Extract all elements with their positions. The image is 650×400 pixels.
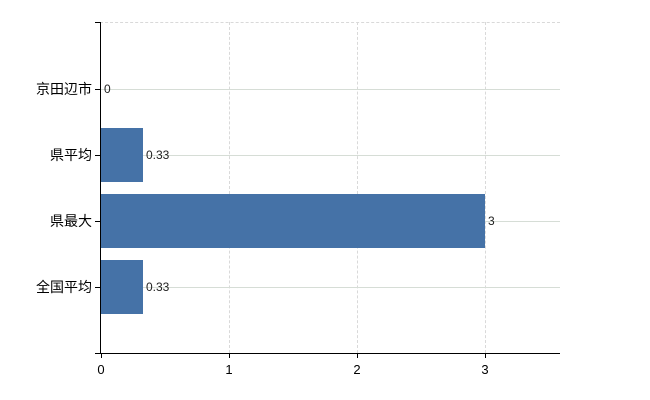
- x-axis-tick: [485, 353, 486, 358]
- y-axis-line: [100, 22, 101, 353]
- y-axis-tick: [95, 89, 100, 90]
- bar-value-label: 0.33: [146, 148, 170, 162]
- bar-value-label: 3: [488, 214, 495, 228]
- category-label: 県平均: [50, 147, 92, 163]
- x-axis-tick-label: 2: [353, 362, 361, 377]
- y-axis-tick: [95, 22, 100, 23]
- bar-value-label: 0: [104, 82, 111, 96]
- gridline-vertical: [357, 22, 358, 353]
- gridline-vertical: [229, 22, 230, 353]
- category-label: 全国平均: [36, 279, 92, 295]
- category-label: 京田辺市: [36, 81, 92, 97]
- bar[interactable]: [101, 128, 143, 182]
- y-axis-tick: [95, 155, 100, 156]
- x-axis-tick: [101, 353, 102, 358]
- y-axis-tick: [95, 287, 100, 288]
- x-axis-tick: [229, 353, 230, 358]
- x-axis-tick-label: 1: [225, 362, 233, 377]
- bar[interactable]: [101, 260, 143, 314]
- x-axis-tick: [357, 353, 358, 358]
- gridline-horizontal: [100, 287, 560, 288]
- bar[interactable]: [101, 194, 485, 248]
- gridline-vertical: [485, 22, 486, 353]
- x-axis-tick-label: 0: [97, 362, 105, 377]
- category-label: 県最大: [50, 213, 92, 229]
- y-axis-tick: [95, 221, 100, 222]
- x-axis-line: [95, 353, 560, 354]
- bar-value-label: 0.33: [146, 280, 170, 294]
- gridline-horizontal: [100, 155, 560, 156]
- gridline-horizontal: [100, 89, 560, 90]
- x-axis-tick-label: 3: [481, 362, 489, 377]
- plot-top-border: [100, 22, 560, 23]
